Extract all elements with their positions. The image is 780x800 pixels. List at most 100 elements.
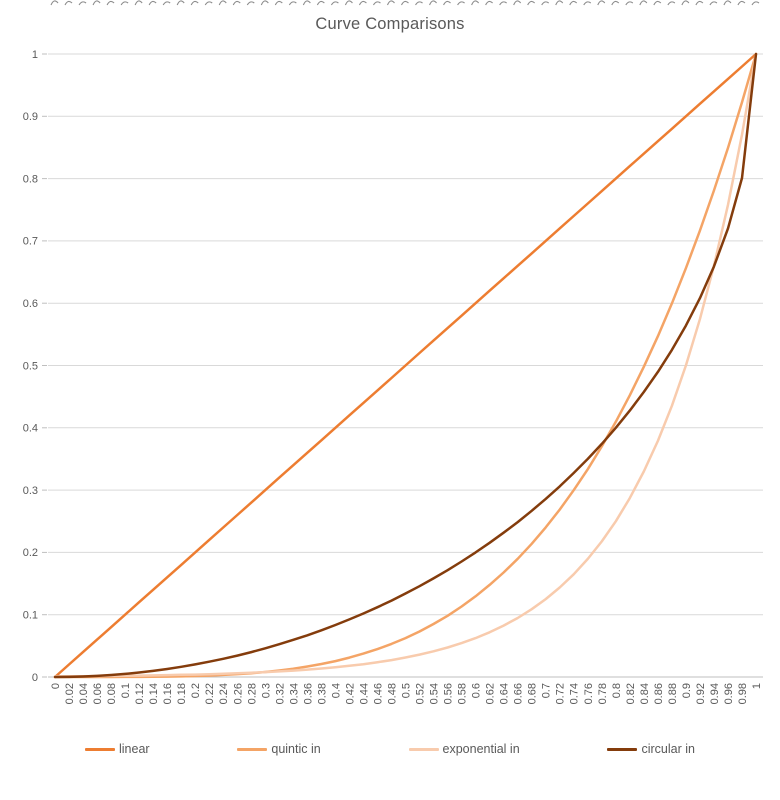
clipped-label-mark: [667, 1, 676, 6]
clipped-label-mark: [723, 0, 732, 6]
y-axis-label: 0.2: [23, 547, 38, 559]
legend-item-exponential-in: exponential in: [408, 742, 520, 756]
x-axis-label: 0.18: [176, 683, 188, 704]
clipped-label-mark: [120, 1, 129, 6]
clipped-label-mark: [611, 0, 620, 6]
x-axis-label: 0.8: [611, 683, 623, 698]
x-axis-label: 0.52: [415, 683, 427, 704]
x-axis-label: 0: [50, 683, 62, 689]
y-axis-label: 0.5: [23, 360, 38, 372]
y-axis-label: 0.8: [23, 173, 38, 185]
clipped-label-mark: [583, 1, 592, 6]
legend-swatch-icon: [85, 747, 115, 751]
y-axis-label: 0.7: [23, 236, 38, 248]
x-axis-label: 0.6: [471, 683, 483, 698]
clipped-label-mark: [78, 1, 87, 6]
x-axis-label: 0.68: [527, 683, 539, 704]
y-axis-label: 0.6: [23, 298, 38, 310]
x-axis-label: 0.82: [625, 683, 637, 704]
clipped-label-mark: [751, 1, 760, 6]
x-axis-label: 0.04: [78, 683, 90, 704]
x-axis-label: 0.48: [386, 683, 398, 704]
x-axis-label: 0.7: [541, 683, 553, 698]
legend-item-circular-in: circular in: [607, 742, 695, 756]
clipped-label-mark: [653, 0, 662, 6]
clipped-label-mark: [134, 0, 143, 6]
x-axis-label: 0.46: [372, 683, 384, 704]
x-axis-label: 0.5: [401, 683, 413, 698]
x-axis-label: 0.72: [555, 683, 567, 704]
clipped-label-mark: [260, 0, 269, 6]
x-axis-label: 0.66: [513, 683, 525, 704]
y-axis-label: 0.9: [23, 111, 38, 123]
x-axis-label: 0.98: [737, 683, 749, 704]
x-axis-label: 0.78: [597, 683, 609, 704]
y-axis-label: 0.4: [23, 423, 38, 435]
x-axis-label: 0.4: [330, 683, 342, 698]
x-axis-label: 1: [751, 683, 763, 689]
legend-item-quintic-in: quintic in: [237, 742, 321, 756]
clipped-label-mark: [499, 1, 507, 6]
x-axis-label: 0.42: [344, 683, 356, 704]
plot-area: 00.10.20.30.40.50.60.70.80.910 0.02 0.04 0.…: [23, 0, 763, 704]
clipped-label-mark: [176, 0, 185, 6]
x-axis-label: 0.36: [302, 683, 314, 704]
clipped-label-mark: [204, 1, 213, 6]
x-axis-label: 0.56: [443, 683, 455, 704]
x-axis-label: 0.32: [274, 683, 286, 704]
x-axis-label: 0.92: [695, 683, 707, 704]
clipped-label-mark: [471, 0, 480, 6]
clipped-label-mark: [695, 0, 704, 6]
clipped-label-mark: [232, 0, 241, 6]
legend-swatch-icon: [408, 747, 439, 751]
chart-title: Curve Comparisons: [315, 15, 465, 33]
clipped-label-mark: [429, 0, 437, 6]
x-axis-label: 0.38: [316, 683, 328, 704]
x-axis-label: 0.62: [485, 683, 497, 704]
x-axis-label: 0.3: [260, 683, 272, 698]
clipped-label-mark: [302, 0, 311, 6]
x-axis-label: 0.64: [499, 683, 511, 704]
x-axis-label: 0.14: [148, 683, 160, 704]
legend: linear quintic in exponential in circular i…: [85, 740, 695, 758]
clipped-label-mark: [681, 0, 690, 6]
legend-label: quintic in: [271, 742, 321, 756]
series-line-quintic-in: [53, 52, 758, 679]
x-axis-label: 0.54: [429, 683, 441, 704]
clipped-label-mark: [527, 0, 536, 6]
clipped-label-mark: [64, 0, 73, 6]
clipped-label-mark: [106, 0, 115, 6]
clipped-label-mark: [485, 0, 494, 6]
x-axis-label: 0.2: [190, 683, 202, 698]
x-axis-label: 0.94: [709, 683, 721, 704]
series-line-linear: [53, 52, 758, 679]
clipped-label-mark: [358, 0, 367, 6]
clipped-label-mark: [569, 0, 578, 6]
y-axis-label: 0: [32, 672, 38, 684]
x-axis-label: 0.24: [218, 683, 230, 704]
clipped-label-mark: [541, 1, 550, 6]
legend-item-linear: linear: [85, 742, 150, 756]
clipped-label-mark: [330, 1, 339, 6]
x-axis-label: 0.08: [106, 683, 118, 704]
x-axis-label: 0.44: [358, 683, 370, 704]
clipped-label-mark: [386, 0, 395, 6]
clipped-label-mark: [372, 1, 381, 6]
clipped-label-mark: [162, 1, 171, 6]
clipped-label-mark: [443, 0, 451, 6]
x-axis-label: 0.26: [232, 683, 244, 704]
y-axis-label: 0.3: [23, 485, 38, 497]
clipped-label-mark: [639, 0, 648, 6]
y-axis-label: 1: [32, 49, 38, 61]
clipped-label-mark: [625, 1, 634, 6]
x-axis-label: 0.02: [64, 683, 76, 704]
clipped-label-mark: [555, 0, 564, 6]
x-axis-label: 0.74: [569, 683, 581, 704]
x-axis-label: 0.16: [162, 683, 174, 704]
y-axis-label: 0.1: [23, 610, 38, 622]
legend-swatch-icon: [237, 747, 268, 751]
x-axis-label: 0.76: [583, 683, 595, 704]
legend-label: exponential in: [442, 742, 520, 756]
clipped-label-mark: [246, 1, 255, 6]
